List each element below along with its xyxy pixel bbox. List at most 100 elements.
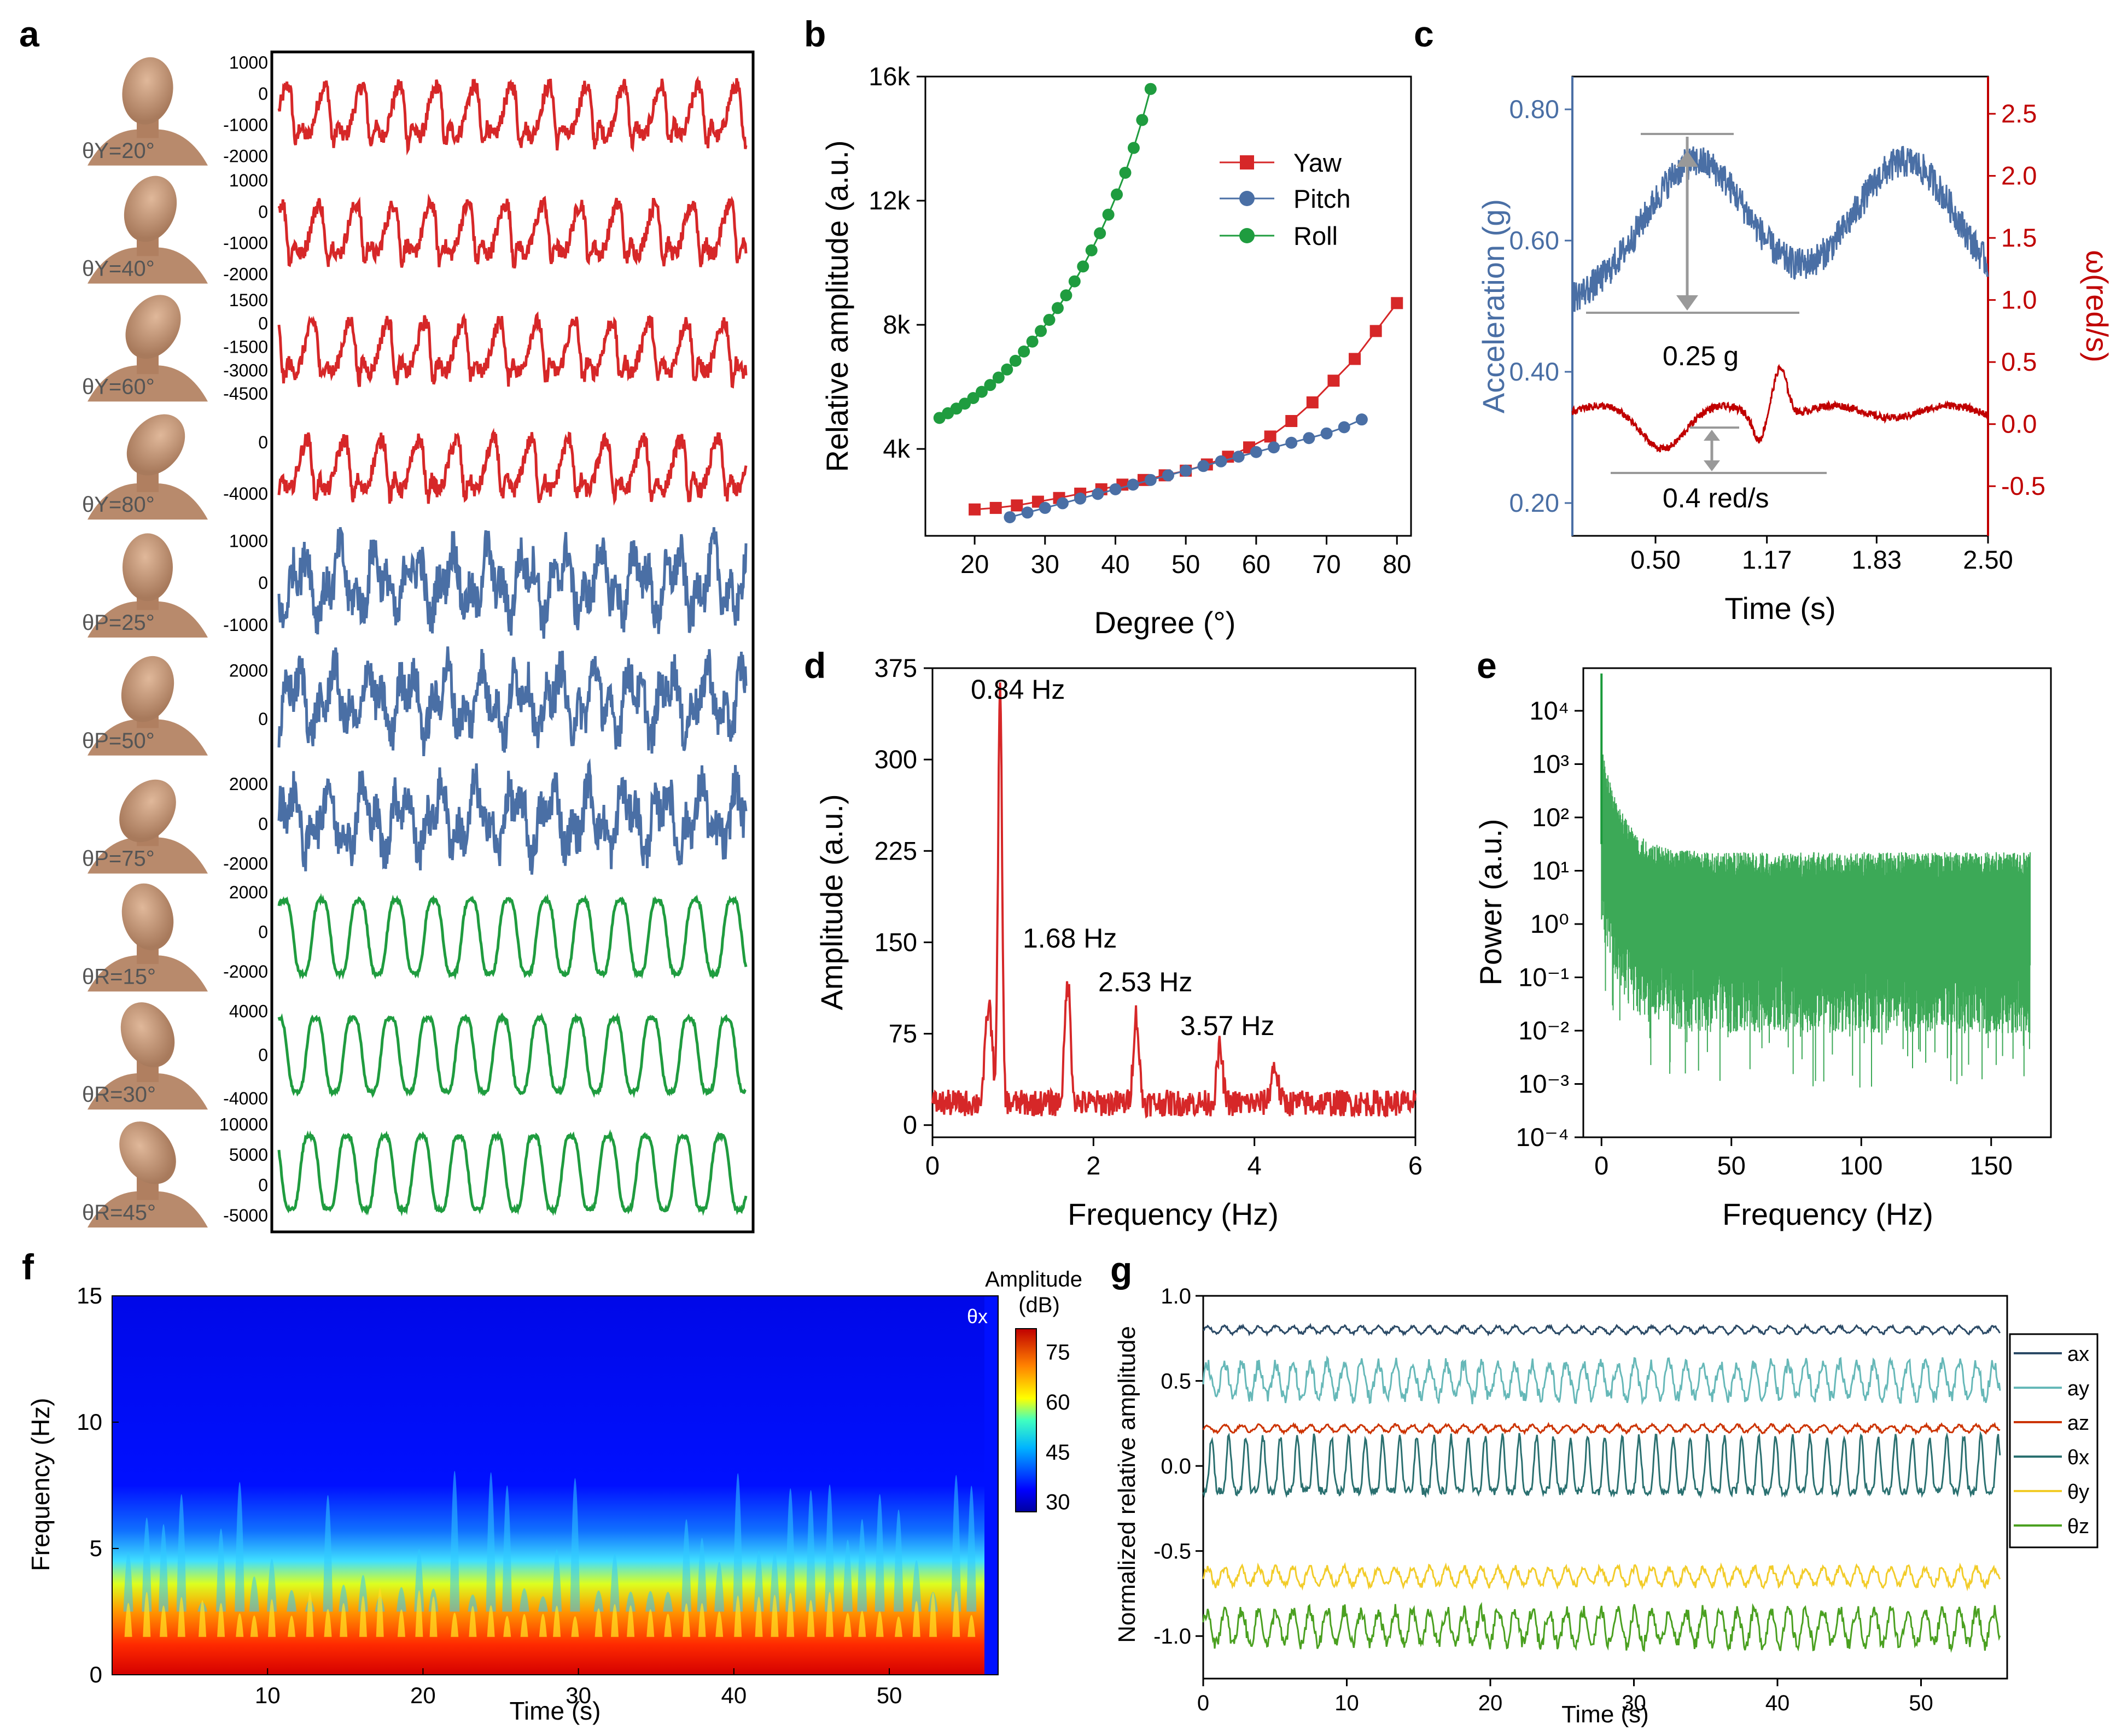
- spectrogram-streak: [287, 1590, 297, 1612]
- spectrogram-peak: [895, 1616, 903, 1637]
- row-waveform: [277, 758, 748, 875]
- row-tick: -1000: [223, 115, 268, 135]
- y-tick-label: 10⁻¹: [1518, 963, 1569, 992]
- row-tick: 0: [258, 432, 268, 452]
- head-yaw-20-icon: [82, 55, 211, 167]
- row-tick: 0: [258, 709, 268, 729]
- legend-label-5: θz: [2067, 1515, 2089, 1538]
- roll-point: [1068, 275, 1081, 288]
- panel-g-xlabel: Time (s): [1561, 1701, 1649, 1728]
- pitch-point: [1320, 427, 1333, 440]
- y-tick-label-right: 1.5: [2001, 223, 2037, 252]
- spectrogram-streak: [754, 1550, 764, 1612]
- head-roll-15-icon: [82, 880, 211, 993]
- spectrogram-peak: [124, 1603, 132, 1637]
- head-pitch-25-icon: [82, 527, 211, 639]
- row-waveform: [277, 1012, 747, 1098]
- row-waveform: [277, 311, 748, 389]
- x-tick-label: 2: [1086, 1151, 1100, 1180]
- panel-c-ticks: 0.50 1.17 1.83 2.50 0.20 0.40 0.60 0.80 -0.5 0.0 0…: [1509, 95, 2045, 574]
- y-tick-label: 16k: [868, 62, 910, 91]
- pitch-point: [1180, 464, 1192, 477]
- row-waveform: [277, 193, 748, 269]
- y-tick-label: 10⁴: [1530, 696, 1569, 725]
- colorbar-tick-label: 45: [1046, 1440, 1070, 1464]
- roll-point: [1144, 83, 1157, 95]
- spectrogram-peak: [160, 1605, 168, 1637]
- yaw-point: [1306, 396, 1319, 408]
- spectrogram-peak: [952, 1591, 960, 1637]
- row-label: θY=60°: [82, 375, 155, 399]
- spectrogram-peak: [324, 1609, 332, 1637]
- spectrogram-streak: [486, 1472, 496, 1612]
- spectrogram-streaks: [123, 1471, 977, 1637]
- row-tick: 1000: [229, 52, 268, 72]
- spectrogram-streak: [806, 1490, 816, 1612]
- spectrogram-peak: [807, 1600, 815, 1637]
- legend-yaw: Yaw: [1293, 148, 1342, 177]
- roll-point: [1136, 114, 1149, 126]
- roll-point: [975, 385, 988, 398]
- series-line-0: [1203, 1323, 2001, 1337]
- pitch-point: [1004, 511, 1016, 523]
- spectrogram-peak: [646, 1609, 655, 1637]
- spectrogram-streak: [593, 1590, 604, 1612]
- panel-e-ticks: 0 50 100 150 10⁻⁴ 10⁻³ 10⁻² 10⁻¹ 10⁰ 10¹ 10² 10³ 10⁴: [1516, 696, 2013, 1180]
- spectrogram-peak: [199, 1600, 207, 1637]
- row-label: θY=80°: [82, 493, 155, 517]
- y-tick-label: 4k: [883, 434, 910, 463]
- x-tick-label: 20: [410, 1682, 436, 1708]
- legend-pitch: Pitch: [1293, 184, 1351, 213]
- spectrogram-peak: [415, 1590, 423, 1637]
- pitch-point: [1268, 441, 1280, 454]
- y-tick-label: 5: [90, 1535, 102, 1561]
- x-tick-label: 10: [255, 1682, 281, 1708]
- panel-c-ylabel-left: Acceleration (g): [1476, 199, 1511, 413]
- spectrogram-streak: [733, 1473, 743, 1612]
- shoulders-shape: [88, 1191, 208, 1228]
- legend-label-0: ax: [2067, 1343, 2089, 1366]
- pitch-point: [1232, 451, 1245, 463]
- shoulders-shape: [88, 719, 208, 756]
- row-tick: -5000: [223, 1206, 268, 1225]
- panel-label-b: b: [804, 14, 826, 54]
- row-waveform: [277, 646, 748, 757]
- panel-d-ylabel: Amplitude (a.u.): [814, 794, 849, 1010]
- row-tick: 10000: [219, 1114, 268, 1134]
- row-label: θY=40°: [82, 257, 155, 281]
- spectrogram-streak: [842, 1539, 853, 1612]
- panel-c-xlabel: Time (s): [1724, 591, 1835, 626]
- x-tick-label: 1.83: [1852, 545, 1902, 574]
- spectrogram-streak: [552, 1549, 562, 1612]
- spectrogram-streak: [538, 1596, 548, 1612]
- spectrogram-peak: [571, 1616, 579, 1637]
- x-tick-label: 1.17: [1742, 545, 1792, 574]
- spectrogram-peak: [288, 1615, 296, 1637]
- shoulders-shape: [88, 365, 208, 402]
- yaw-point: [1285, 415, 1298, 427]
- pitch-point: [1074, 492, 1087, 505]
- shoulders-shape: [88, 247, 208, 284]
- spectrogram-peak: [698, 1603, 706, 1637]
- pitch-point: [1127, 478, 1139, 491]
- y-tick-label: 300: [875, 745, 917, 774]
- legend-label-3: θx: [2067, 1446, 2089, 1469]
- roll-point: [1085, 244, 1098, 256]
- panel-f-colorbar: Amplitude (dB) 30 45 60 75: [985, 1267, 1082, 1515]
- spectrogram-peak: [539, 1614, 547, 1637]
- shoulders-shape: [88, 837, 208, 874]
- pitch-point: [1285, 436, 1298, 449]
- panel-c-ylabel-right: ω(red/s): [2080, 250, 2114, 363]
- spectrogram-peak: [826, 1592, 834, 1637]
- spectrogram-streak: [785, 1488, 796, 1612]
- spectrogram-peak: [843, 1612, 852, 1637]
- spectrogram-peak: [912, 1601, 920, 1637]
- x-tick-label: 50: [1171, 550, 1200, 578]
- spectrogram-streak: [894, 1509, 904, 1612]
- panel-b: Relative amplitude (a.u.) Degree (°) 20 3…: [820, 62, 1412, 640]
- legend-marker-pitch: [1239, 191, 1255, 206]
- spectrogram-peak: [268, 1599, 276, 1637]
- roll-point: [1060, 289, 1072, 302]
- panel-label-c: c: [1414, 14, 1434, 54]
- spectrogram-tail: [984, 1296, 998, 1675]
